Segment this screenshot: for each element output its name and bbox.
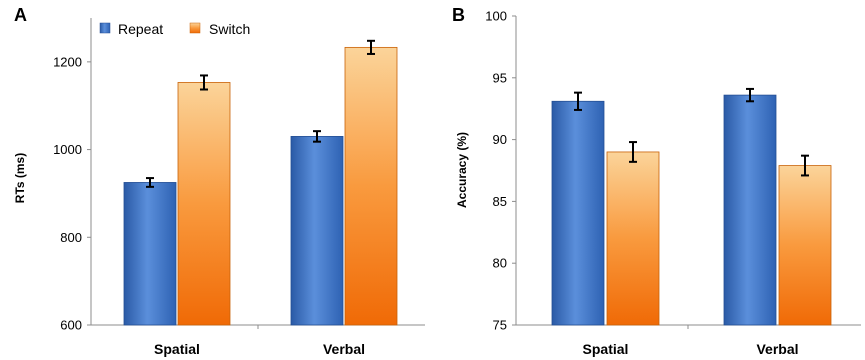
legend-label-repeat: Repeat (118, 21, 163, 37)
x-category-label: Verbal (323, 341, 365, 357)
bar-switch (778, 165, 832, 326)
legend-label-switch: Switch (209, 21, 250, 37)
y-tick-label: 95 (493, 70, 507, 85)
y-tick-label: 600 (60, 318, 82, 333)
y-axis-label: Accuracy (%) (455, 132, 469, 208)
bar-repeat (723, 94, 777, 326)
y-tick-label: 1000 (53, 142, 82, 157)
bar-repeat (551, 100, 605, 326)
y-tick-label: 1200 (53, 54, 82, 69)
legend-swatch-repeat (99, 22, 111, 34)
y-axis-label: RTs (ms) (13, 153, 27, 203)
y-tick-label: 75 (493, 318, 507, 333)
panel-a: A RTs (ms) 600 800 1000 1200 Spatial Verbal R… (13, 5, 425, 357)
bar-switch (177, 82, 231, 326)
y-tick-label: 90 (493, 132, 507, 147)
y-tick-label: 100 (485, 9, 507, 24)
legend-swatch-switch (189, 22, 201, 34)
y-tick-label: 800 (60, 230, 82, 245)
y-tick-label: 85 (493, 194, 507, 209)
y-axis-title: RTs (ms) (13, 153, 27, 203)
bar-switch (606, 151, 660, 326)
x-category-label: Spatial (154, 341, 200, 357)
plot-area: 600 800 1000 1200 Spatial Verbal (53, 18, 425, 357)
bar-repeat (290, 136, 344, 326)
bar-repeat (123, 182, 177, 326)
legend: Repeat Switch (99, 21, 250, 37)
y-tick-label: 80 (493, 256, 507, 271)
x-category-label: Spatial (583, 341, 629, 357)
panel-label: B (452, 5, 465, 25)
bar-switch (344, 46, 398, 326)
plot-area: 75 80 85 90 95 100 Spatial Verbal (485, 9, 861, 357)
x-category-label: Verbal (756, 341, 798, 357)
panel-b: B Accuracy (%) 75 80 85 90 95 100 Spatial Verba… (452, 5, 861, 357)
panel-label: A (14, 5, 27, 25)
y-axis-title: Accuracy (%) (455, 132, 469, 208)
